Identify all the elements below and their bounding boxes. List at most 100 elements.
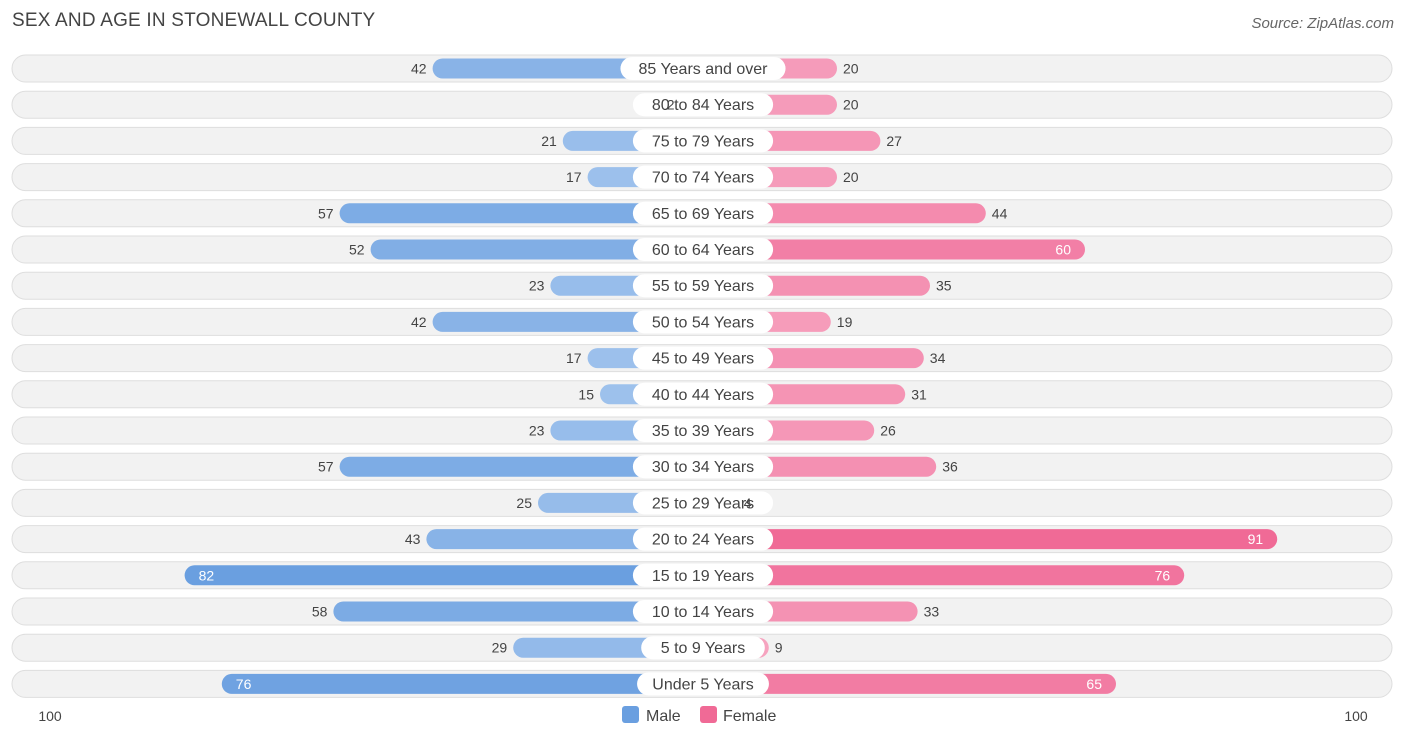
age-group-label: 15 to 19 Years <box>652 568 754 585</box>
female-bar <box>703 239 1085 260</box>
male-bar <box>426 529 703 550</box>
age-row: 5 to 9 Years 29 9 <box>11 633 1393 662</box>
male-value-label: 17 <box>566 350 582 366</box>
female-value-label: 31 <box>911 386 927 402</box>
age-group-label: 10 to 14 Years <box>652 604 754 621</box>
age-group-label: 55 to 59 Years <box>652 278 754 295</box>
male-value-label: 82 <box>199 567 215 583</box>
age-row: 70 to 74 Years 17 20 <box>11 163 1393 192</box>
age-row: 55 to 59 Years 23 35 <box>11 271 1393 300</box>
legend-female-label: Female <box>723 708 776 725</box>
female-value-label: 91 <box>1248 531 1264 547</box>
male-value-label: 76 <box>236 676 252 692</box>
age-row: 75 to 79 Years 21 27 <box>11 126 1393 155</box>
age-row: 25 to 29 Years 25 4 <box>11 488 1393 517</box>
age-group-label: 30 to 34 Years <box>652 459 754 476</box>
legend-male-swatch <box>622 706 639 723</box>
chart-legend: Male Female <box>622 706 776 725</box>
age-row: 45 to 49 Years 17 34 <box>11 344 1393 373</box>
age-group-pill <box>632 201 774 225</box>
male-value-label: 29 <box>492 640 508 656</box>
age-group-label: 40 to 44 Years <box>652 387 754 404</box>
male-value-label: 23 <box>529 423 545 439</box>
age-group-label: 80 to 84 Years <box>652 97 754 114</box>
male-value-label: 15 <box>578 386 594 402</box>
male-bar <box>339 456 703 477</box>
male-value-label: 57 <box>318 205 334 221</box>
age-group-pill <box>632 129 774 153</box>
age-row: 65 to 69 Years 57 44 <box>11 199 1393 228</box>
age-row: 20 to 24 Years 43 91 <box>11 525 1393 554</box>
female-value-label: 76 <box>1155 567 1171 583</box>
age-group-label: 20 to 24 Years <box>652 532 754 549</box>
female-value-label: 19 <box>837 314 853 330</box>
male-value-label: 42 <box>411 61 427 77</box>
age-group-pill <box>632 600 774 623</box>
age-group-pill <box>632 165 774 189</box>
age-group-pill <box>632 93 774 117</box>
age-group-label: 25 to 29 Years <box>652 495 754 512</box>
age-group-label: 45 to 49 Years <box>652 351 754 368</box>
female-value-label: 36 <box>942 459 958 475</box>
female-value-label: 20 <box>843 169 859 185</box>
male-value-label: 21 <box>541 133 557 149</box>
legend-female-swatch <box>700 706 717 723</box>
female-value-label: 35 <box>936 278 952 294</box>
female-bar <box>703 565 1185 586</box>
female-value-label: 65 <box>1086 676 1102 692</box>
female-value-label: 60 <box>1055 242 1071 258</box>
female-value-label: 20 <box>843 97 859 113</box>
female-value-label: 27 <box>886 133 902 149</box>
female-value-label: 33 <box>924 604 940 620</box>
age-row: 10 to 14 Years 58 33 <box>11 597 1393 626</box>
male-value-label: 25 <box>516 495 532 511</box>
female-value-label: 26 <box>880 423 896 439</box>
age-group-label: 85 Years and over <box>639 61 769 78</box>
male-value-label: 2 <box>667 97 675 113</box>
male-value-label: 17 <box>566 169 582 185</box>
male-bar <box>333 601 703 622</box>
age-row: 15 to 19 Years 82 76 <box>11 561 1393 590</box>
axis-tick-right: 100 <box>1344 708 1368 724</box>
age-group-label: 35 to 39 Years <box>652 423 754 440</box>
age-group-label: 60 to 64 Years <box>652 242 754 259</box>
age-group-pill <box>632 491 774 515</box>
age-group-pill <box>620 57 786 80</box>
age-row: 40 to 44 Years 15 31 <box>11 380 1393 409</box>
male-bar <box>339 203 703 224</box>
age-row: 50 to 54 Years 42 19 <box>11 307 1393 336</box>
age-group-pill <box>637 672 769 696</box>
male-bar <box>221 673 704 694</box>
female-value-label: 4 <box>744 495 752 511</box>
age-group-pill <box>632 419 774 442</box>
age-row: 35 to 39 Years 23 26 <box>11 416 1393 445</box>
age-group-pill <box>632 382 774 406</box>
female-value-label: 20 <box>843 61 859 77</box>
female-value-label: 44 <box>992 205 1008 221</box>
age-group-pill <box>632 346 774 370</box>
age-group-label: Under 5 Years <box>652 676 753 693</box>
male-value-label: 52 <box>349 242 365 258</box>
male-value-label: 42 <box>411 314 427 330</box>
age-group-label: 65 to 69 Years <box>652 206 754 223</box>
male-value-label: 23 <box>529 278 545 294</box>
male-bar <box>370 239 703 260</box>
age-group-pill <box>632 563 774 587</box>
age-row: 60 to 64 Years 52 60 <box>11 235 1393 264</box>
age-group-pill <box>632 238 774 261</box>
legend-male-label: Male <box>646 708 681 725</box>
age-group-label: 75 to 79 Years <box>652 133 754 150</box>
female-bar <box>703 529 1278 550</box>
female-bar <box>703 203 986 224</box>
age-group-pill <box>632 527 774 551</box>
age-group-pill <box>641 636 765 660</box>
age-group-pill <box>632 274 774 298</box>
chart-source: Source: ZipAtlas.com <box>1251 15 1394 32</box>
female-value-label: 9 <box>775 640 783 656</box>
age-row: Under 5 Years 76 65 <box>11 669 1393 698</box>
male-value-label: 58 <box>312 604 328 620</box>
age-group-label: 5 to 9 Years <box>661 640 746 657</box>
